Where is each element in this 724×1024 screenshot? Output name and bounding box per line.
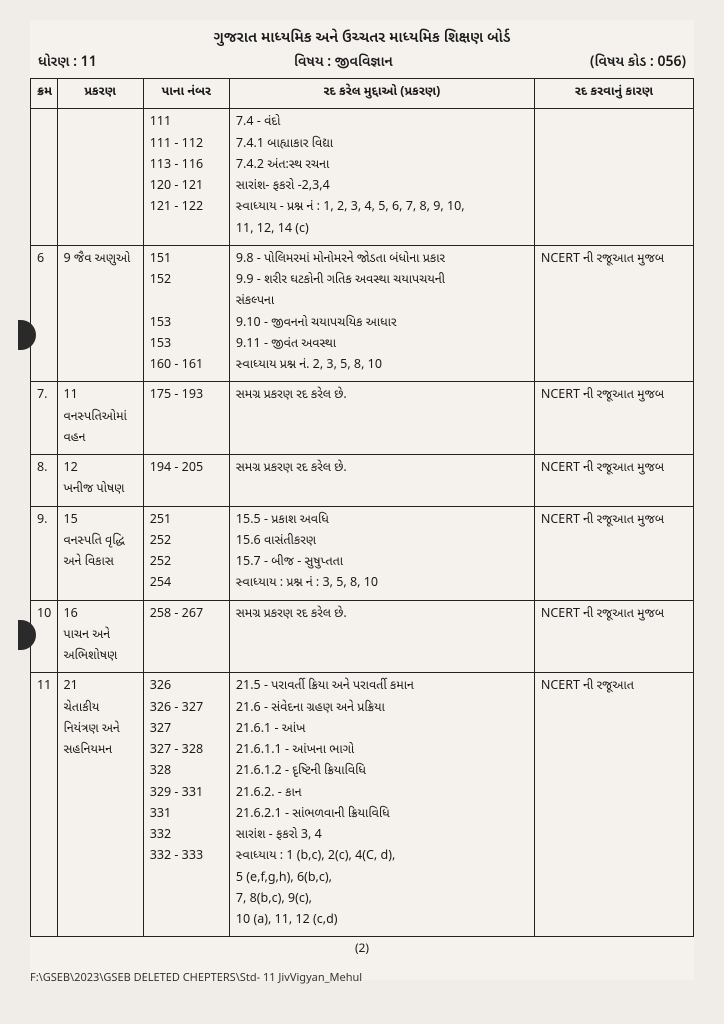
subject-label: વિષય : જીવવિજ્ઞાન bbox=[294, 53, 393, 72]
cell-chapter: 12 ખનીજ પોષણ bbox=[57, 455, 143, 507]
col-pages: પાના નંબર bbox=[143, 79, 229, 109]
cell-pages: 194 - 205 bbox=[143, 455, 229, 507]
cell-pages: 258 - 267 bbox=[143, 600, 229, 673]
cell-topics: સમગ્ર પ્રકરણ રદ કરેલ છે. bbox=[229, 600, 534, 673]
col-reason: રદ કરવાનું કારણ bbox=[534, 79, 693, 109]
cell-topics: 21.5 - પરાવર્તી ક્રિયા અને પરાવર્તી કમાન… bbox=[229, 673, 534, 937]
cell-pages: 326 326 - 327 327 327 - 328 328 329 - 33… bbox=[143, 673, 229, 937]
cell-serial: 7. bbox=[31, 382, 58, 455]
subject-code: (વિષય કોડ : 056) bbox=[590, 53, 686, 72]
cell-topics: 15.5 - પ્રકાશ અવધિ 15.6 વાસંતીકરણ 15.7 -… bbox=[229, 506, 534, 600]
cell-reason bbox=[534, 109, 693, 246]
cell-chapter: 16 પાચન અને અભિશોષણ bbox=[57, 600, 143, 673]
table-row: 9. 15 વનસ્પતિ વૃદ્ધિ અને વિકાસ 251 252 2… bbox=[31, 506, 694, 600]
page: ગુજરાત માધ્યમિક અને ઉચ્ચતર માધ્યમિક શિક્… bbox=[30, 20, 694, 980]
cell-reason: NCERT ની રજૂઆત મુજબ bbox=[534, 506, 693, 600]
cell-pages: 175 - 193 bbox=[143, 382, 229, 455]
cell-topics: સમગ્ર પ્રકરણ રદ કરેલ છે. bbox=[229, 455, 534, 507]
table-row: 10 16 પાચન અને અભિશોષણ 258 - 267 સમગ્ર પ… bbox=[31, 600, 694, 673]
cell-reason: NCERT ની રજૂઆત મુજબ bbox=[534, 600, 693, 673]
cell-chapter: 9 જૈવ અણુઓ bbox=[57, 245, 143, 382]
cell-pages: 251 252 252 254 bbox=[143, 506, 229, 600]
cell-serial bbox=[31, 109, 58, 246]
col-serial: ક્રમ bbox=[31, 79, 58, 109]
cell-chapter: 11 વનસ્પતિઓમાં વહન bbox=[57, 382, 143, 455]
cell-chapter: 21 ચેતાકીય નિયંત્રણ અને સહનિયમન bbox=[57, 673, 143, 937]
syllabus-table: ક્રમ પ્રકરણ પાના નંબર રદ કરેલ મુદ્દાઓ (પ… bbox=[30, 78, 694, 937]
cell-reason: NCERT ની રજૂઆત મુજબ bbox=[534, 245, 693, 382]
cell-reason: NCERT ની રજૂઆત મુજબ bbox=[534, 382, 693, 455]
standard-label: ધોરણ : 11 bbox=[38, 53, 97, 72]
col-chapter: પ્રકરણ bbox=[57, 79, 143, 109]
cell-serial: 8. bbox=[31, 455, 58, 507]
col-topics: રદ કરેલ મુદ્દાઓ (પ્રકરણ) bbox=[229, 79, 534, 109]
cell-topics: 7.4 - વંદો 7.4.1 બાહ્યાકાર વિદ્યા 7.4.2 … bbox=[229, 109, 534, 246]
cell-reason: NCERT ની રજૂઆત bbox=[534, 673, 693, 937]
board-name: ગુજરાત માધ્યમિક અને ઉચ્ચતર માધ્યમિક શિક્… bbox=[30, 30, 694, 49]
cell-chapter: 15 વનસ્પતિ વૃદ્ધિ અને વિકાસ bbox=[57, 506, 143, 600]
table-row: 7. 11 વનસ્પતિઓમાં વહન 175 - 193 સમગ્ર પ્… bbox=[31, 382, 694, 455]
cell-topics: સમગ્ર પ્રકરણ રદ કરેલ છે. bbox=[229, 382, 534, 455]
cell-pages: 151 152 153 153 160 - 161 bbox=[143, 245, 229, 382]
table-row: 8. 12 ખનીજ પોષણ 194 - 205 સમગ્ર પ્રકરણ ર… bbox=[31, 455, 694, 507]
cell-chapter bbox=[57, 109, 143, 246]
cell-pages: 111 111 - 112 113 - 116 120 - 121 121 - … bbox=[143, 109, 229, 246]
cell-topics: 9.8 - પોલિમરમાં મોનોમરને જોડતા બંધોના પ્… bbox=[229, 245, 534, 382]
cell-serial: 9. bbox=[31, 506, 58, 600]
header-row: ધોરણ : 11 વિષય : જીવવિજ્ઞાન (વિષય કોડ : … bbox=[30, 53, 694, 78]
table-row: 6 9 જૈવ અણુઓ 151 152 153 153 160 - 161 9… bbox=[31, 245, 694, 382]
cell-serial: 6 bbox=[31, 245, 58, 382]
cell-serial: 11 bbox=[31, 673, 58, 937]
page-number: (2) bbox=[30, 941, 694, 957]
title-block: ગુજરાત માધ્યમિક અને ઉચ્ચતર માધ્યમિક શિક્… bbox=[30, 20, 694, 49]
table-header-row: ક્રમ પ્રકરણ પાના નંબર રદ કરેલ મુદ્દાઓ (પ… bbox=[31, 79, 694, 109]
table-row: 11 21 ચેતાકીય નિયંત્રણ અને સહનિયમન 326 3… bbox=[31, 673, 694, 937]
footer-file-path: F:\GSEB\2023\GSEB DELETED CHEPTERS\Std- … bbox=[30, 972, 362, 986]
table-row: 111 111 - 112 113 - 116 120 - 121 121 - … bbox=[31, 109, 694, 246]
cell-reason: NCERT ની રજૂઆત મુજબ bbox=[534, 455, 693, 507]
